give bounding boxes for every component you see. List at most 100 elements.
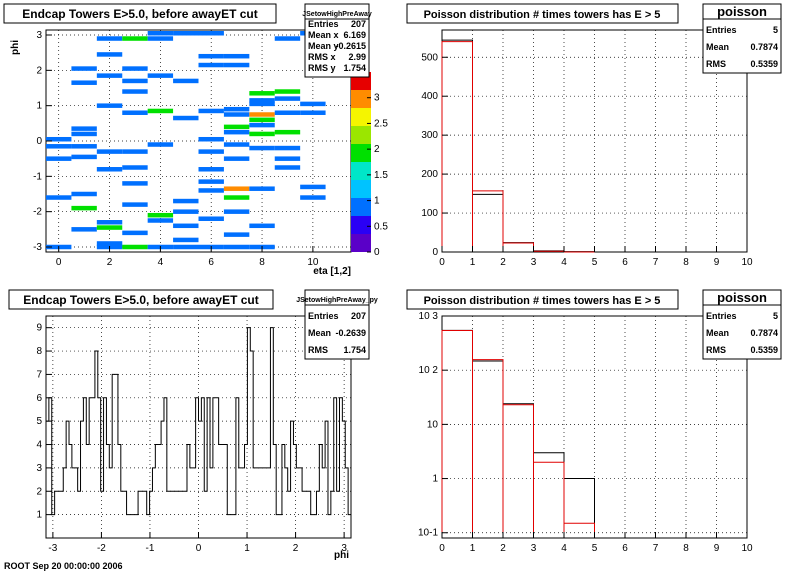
heatmap-cell (300, 110, 326, 115)
poisson-log-hist (441, 329, 595, 538)
color-scale-label: 3 (374, 93, 380, 104)
heatmap-cell (223, 244, 250, 250)
stats-value: 0.7874 (750, 328, 778, 338)
y-tick-label: 9 (36, 323, 42, 334)
heatmap-cell (147, 108, 174, 114)
heatmap-cell (122, 110, 148, 115)
heatmap-cell (173, 78, 199, 84)
hist-bin (563, 522, 595, 538)
heatmap-cell (198, 216, 224, 221)
stats-box-frame (304, 289, 370, 360)
color-scale-label: 2 (374, 144, 380, 155)
heatmap-cell (96, 167, 123, 172)
hist-bin (472, 190, 504, 252)
phi-projection-x-axis: -3 -2 -1 0 1 2 3 (48, 532, 347, 554)
poisson-linear-hist (441, 39, 595, 253)
heatmap-cell (274, 129, 301, 135)
x-tick-label: 8 (683, 543, 689, 554)
heatmap-cell (249, 98, 275, 103)
stats-label: Mean (308, 328, 331, 338)
heatmap-cell (223, 232, 250, 237)
heatmap-cell (223, 112, 250, 117)
heatmap-cell (96, 103, 123, 108)
phi-projection-xlabel: phi (334, 550, 349, 561)
stats-box-frame (702, 3, 782, 74)
stats-label: RMS y (308, 63, 336, 73)
heatmap-xlabel: eta [1,2] (313, 266, 351, 277)
x-tick-label: 8 (683, 257, 689, 268)
stats-name: poisson (717, 4, 767, 19)
heatmap-cell (71, 144, 97, 149)
x-tick-label: 1 (470, 257, 476, 268)
heatmap-cell (173, 30, 199, 36)
heatmap-cell (173, 237, 199, 243)
heatmap-cell (147, 212, 174, 218)
x-tick-label: -1 (146, 543, 155, 554)
x-tick-label: 4 (158, 257, 164, 268)
x-tick-label: -2 (97, 543, 106, 554)
x-tick-label: 8 (259, 257, 265, 268)
heatmap-cell (147, 218, 174, 223)
heatmap-cell (46, 136, 72, 142)
y-tick-label: -1 (33, 171, 42, 182)
x-tick-label: 2 (500, 543, 506, 554)
x-tick-label: 3 (531, 543, 537, 554)
stats-value: 1.754 (343, 63, 366, 73)
color-scale-bin (351, 216, 371, 234)
x-tick-label: 10 (741, 543, 753, 554)
stats-value: 207 (351, 19, 366, 29)
heatmap-title-box: Endcap Towers E>5.0, before awayET cut (3, 3, 277, 24)
x-tick-label: 6 (622, 257, 628, 268)
stats-label: Mean (706, 42, 729, 52)
stats-label: Mean x (308, 30, 339, 40)
stats-value: 1.754 (343, 345, 366, 355)
heatmap-cell (173, 209, 199, 214)
heatmap-x-axis: 0 2 4 6 8 10 (56, 246, 319, 268)
color-scale-bin (351, 144, 371, 162)
heatmap-cell (249, 101, 275, 107)
x-tick-label: 7 (653, 257, 659, 268)
x-tick-label: 2 (500, 257, 506, 268)
x-tick-label: 1 (244, 543, 250, 554)
heatmap-cell (223, 129, 250, 135)
heatmap-cell (300, 101, 326, 107)
heatmap-cell (71, 126, 97, 131)
heatmap-cell (274, 110, 301, 115)
y-tick-label: 10 (427, 419, 439, 430)
heatmap-cell (96, 241, 123, 246)
y-tick-label: 10 3 (419, 311, 439, 322)
y-tick-label: 300 (421, 130, 438, 141)
stats-value: 6.169 (343, 30, 366, 40)
x-tick-label: 6 (208, 257, 214, 268)
heatmap-cell (274, 145, 301, 151)
stats-value: 207 (351, 311, 366, 321)
heatmap-cell (122, 230, 148, 236)
poisson-log-y-axis: 10-1 1 10 10 2 10 3 (418, 311, 448, 539)
heatmap-cell (71, 66, 97, 71)
heatmap-cell (147, 30, 174, 36)
heatmap-y-axis: -3 -2 -1 0 1 2 3 (33, 30, 52, 253)
y-tick-label: 400 (421, 91, 438, 102)
y-tick-label: 6 (36, 393, 42, 404)
heatmap-cell (223, 156, 250, 161)
heatmap-cell (173, 115, 199, 121)
color-scale-bin (351, 90, 371, 108)
heatmap-cell (173, 223, 199, 229)
color-scale-label: 1.5 (374, 170, 388, 181)
color-scale-label: 1 (374, 196, 380, 207)
heatmap-cell (249, 122, 275, 128)
hist-bin (441, 41, 473, 252)
poisson-linear-title: Poisson distribution # times towers has … (424, 9, 661, 21)
color-scale-bin (351, 108, 371, 126)
stats-label: Entries (308, 19, 339, 29)
y-tick-label: 0 (36, 136, 42, 147)
stats-label: Mean (706, 328, 729, 338)
y-tick-label: -2 (33, 207, 42, 218)
phi-projection-stats-box: JSetowHighPreAway_py Entries 207 Mean -0.263… (296, 289, 378, 360)
hist-step-line (45, 327, 352, 538)
y-tick-label: 1 (36, 101, 42, 112)
x-tick-label: 3 (341, 543, 347, 554)
heatmap-cell (122, 165, 148, 170)
y-tick-label: 1 (36, 510, 42, 521)
y-tick-label: 2 (36, 486, 42, 497)
